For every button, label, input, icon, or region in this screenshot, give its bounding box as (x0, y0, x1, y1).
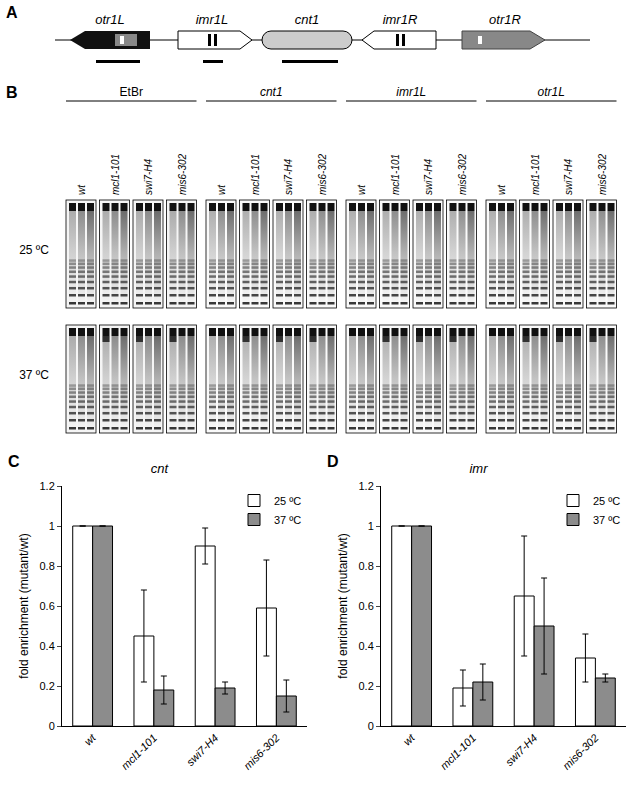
svg-text:25 ºC: 25 ºC (593, 495, 620, 507)
svg-text:1.2: 1.2 (359, 480, 374, 492)
svg-text:C: C (8, 453, 20, 470)
svg-text:mis6-302: mis6-302 (597, 153, 608, 195)
svg-text:37 ºC: 37 ºC (274, 514, 301, 526)
svg-text:otr1L: otr1L (538, 85, 565, 99)
svg-text:0.4: 0.4 (40, 640, 55, 652)
svg-text:cnt1: cnt1 (295, 12, 320, 27)
svg-text:1: 1 (49, 520, 55, 532)
svg-text:0.6: 0.6 (359, 600, 374, 612)
svg-text:swi7-H4: swi7-H4 (184, 732, 221, 769)
svg-text:B: B (6, 84, 18, 101)
svg-text:0.2: 0.2 (359, 680, 374, 692)
svg-text:wt: wt (76, 184, 87, 195)
svg-text:imr1L: imr1L (196, 12, 229, 27)
svg-text:wt: wt (496, 184, 507, 195)
svg-text:0: 0 (368, 720, 374, 732)
svg-text:A: A (6, 4, 18, 21)
svg-text:mcl1-101: mcl1-101 (110, 154, 121, 195)
svg-text:imr1R: imr1R (383, 12, 418, 27)
svg-text:25 ºC: 25 ºC (274, 495, 301, 507)
svg-text:EtBr: EtBr (120, 85, 143, 99)
svg-text:0: 0 (49, 720, 55, 732)
svg-text:37 ºC: 37 ºC (19, 368, 49, 382)
svg-text:swi7-H4: swi7-H4 (283, 158, 294, 195)
svg-text:25 ºC: 25 ºC (19, 243, 49, 257)
svg-text:swi7-H4: swi7-H4 (503, 732, 540, 769)
svg-text:D: D (327, 453, 339, 470)
svg-text:wt: wt (356, 184, 367, 195)
svg-text:otr1L: otr1L (95, 12, 125, 27)
svg-text:wt: wt (401, 731, 418, 748)
svg-text:imr: imr (469, 461, 488, 476)
svg-text:0.2: 0.2 (40, 680, 55, 692)
svg-text:1.2: 1.2 (40, 480, 55, 492)
svg-text:mis6-302: mis6-302 (241, 732, 281, 772)
svg-text:wt: wt (82, 731, 99, 748)
svg-text:mcl1-101: mcl1-101 (250, 154, 261, 195)
svg-text:0.8: 0.8 (359, 560, 374, 572)
svg-text:swi7-H4: swi7-H4 (423, 158, 434, 195)
svg-text:fold enrichment (mutant/wt): fold enrichment (mutant/wt) (17, 533, 31, 678)
svg-text:0.4: 0.4 (359, 640, 374, 652)
svg-text:swi7-H4: swi7-H4 (563, 158, 574, 195)
svg-text:mis6-302: mis6-302 (457, 153, 468, 195)
svg-text:mcl1-101: mcl1-101 (119, 732, 159, 772)
svg-text:swi7-H4: swi7-H4 (143, 158, 154, 195)
svg-text:1: 1 (368, 520, 374, 532)
svg-text:mis6-302: mis6-302 (560, 732, 600, 772)
svg-text:mis6-302: mis6-302 (317, 153, 328, 195)
svg-text:mcl1-101: mcl1-101 (390, 154, 401, 195)
svg-text:fold enrichment (mutant/wt): fold enrichment (mutant/wt) (336, 533, 350, 678)
svg-text:imr1L: imr1L (396, 85, 426, 99)
svg-text:cnt: cnt (151, 461, 170, 476)
svg-text:otr1R: otr1R (489, 12, 521, 27)
svg-text:mcl1-101: mcl1-101 (438, 732, 478, 772)
svg-text:mcl1-101: mcl1-101 (530, 154, 541, 195)
svg-text:37 ºC: 37 ºC (593, 514, 620, 526)
svg-text:mis6-302: mis6-302 (177, 153, 188, 195)
svg-text:wt: wt (216, 184, 227, 195)
svg-text:0.8: 0.8 (40, 560, 55, 572)
svg-text:0.6: 0.6 (40, 600, 55, 612)
svg-text:cnt1: cnt1 (260, 85, 283, 99)
